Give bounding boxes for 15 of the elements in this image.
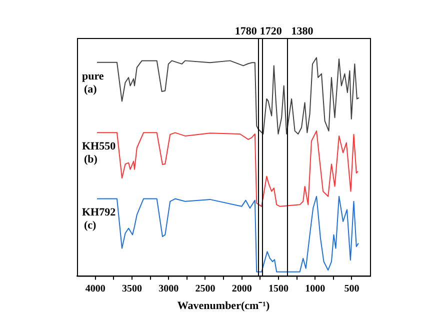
x-tick-label: 4000	[85, 283, 106, 294]
x-tick-label: 3500	[122, 283, 142, 294]
series-label: pure (a)	[82, 70, 104, 96]
x-tick-label: 1000	[305, 283, 326, 294]
ref-line-label: 1720	[260, 25, 282, 38]
series-label: KH792 (c)	[82, 206, 116, 232]
x-tick-label: 2500	[195, 283, 216, 294]
x-tick-label: 3000	[158, 283, 179, 294]
x-axis-title: Wavenumber(cm⁻¹)	[177, 300, 270, 312]
ref-line-label: 1380	[291, 25, 314, 38]
ref-line-label: 1780	[234, 25, 258, 38]
x-tick-label: 1500	[268, 283, 288, 294]
x-tick-label: 500	[344, 283, 360, 294]
series-label: KH550 (b)	[82, 140, 116, 166]
x-tick-label: 2000	[232, 283, 252, 294]
